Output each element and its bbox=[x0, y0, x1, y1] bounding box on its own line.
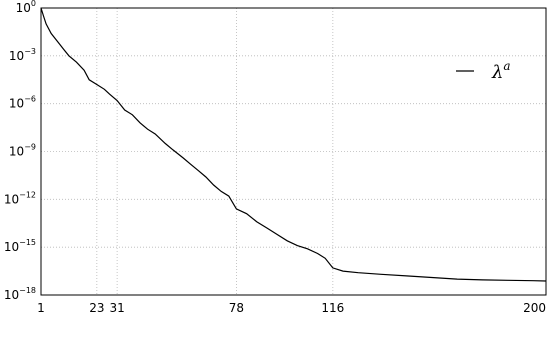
grid-lines bbox=[40, 7, 547, 296]
y-tick-label: 10−6 bbox=[9, 95, 36, 111]
y-tick-label: 10−3 bbox=[9, 47, 36, 63]
x-tick-label: 78 bbox=[229, 301, 244, 315]
legend: λa bbox=[456, 59, 511, 83]
y-tick-label: 10−12 bbox=[4, 190, 36, 206]
series-line bbox=[40, 7, 547, 282]
plot-frame bbox=[40, 7, 547, 296]
y-tick-label: 10−9 bbox=[9, 143, 36, 159]
x-tick-label: 23 bbox=[89, 301, 104, 315]
y-tick-labels: 100 10−3 10−6 10−9 10−12 10−15 10−18 bbox=[4, 0, 36, 302]
y-tick-label: 100 bbox=[16, 0, 36, 15]
x-tick-label: 116 bbox=[321, 301, 344, 315]
x-tick-label: 200 bbox=[523, 301, 546, 315]
y-tick-label: 10−18 bbox=[4, 286, 36, 302]
x-tick-labels: 1 23 31 78 116 200 bbox=[37, 301, 546, 315]
legend-label: λa bbox=[491, 59, 511, 83]
x-tick-label: 1 bbox=[37, 301, 45, 315]
x-tick-label: 31 bbox=[109, 301, 124, 315]
y-tick-label: 10−15 bbox=[4, 238, 36, 254]
